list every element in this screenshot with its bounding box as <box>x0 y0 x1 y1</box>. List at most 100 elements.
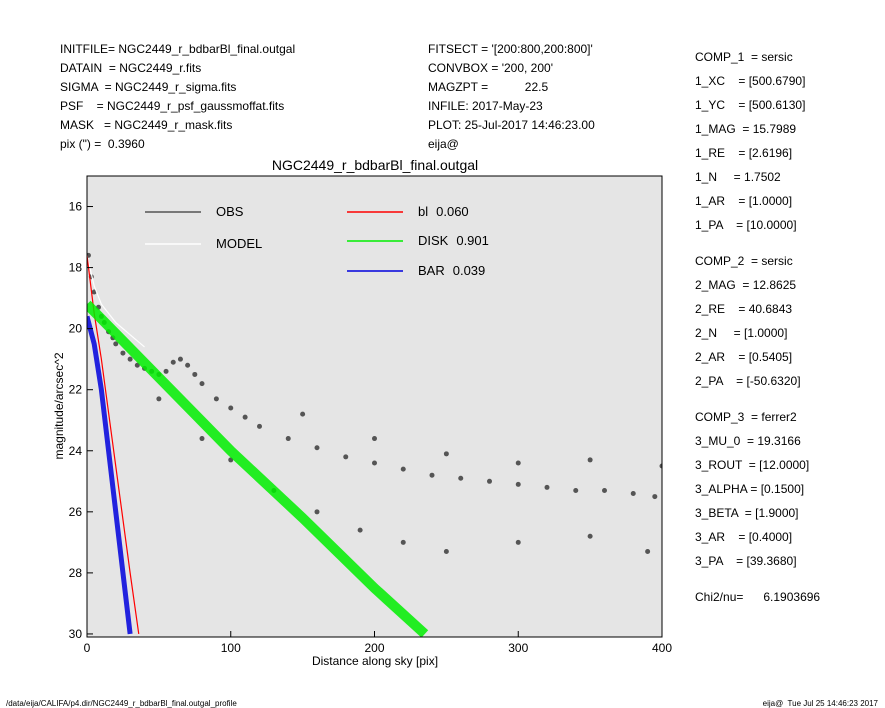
parameter-line: 3_ALPHA = [0.1500] <box>695 482 804 496</box>
obs-point <box>170 359 176 365</box>
header-line: PSF = NGC2449_r_psf_gaussmoffat.fits <box>60 99 284 113</box>
parameter-line: 1_PA = [10.0000] <box>695 218 797 232</box>
obs-point <box>602 487 607 493</box>
header-line: SIGMA = NGC2449_r_sigma.fits <box>60 80 236 94</box>
obs-point <box>400 466 406 472</box>
parameter-line: Chi2/nu= 6.1903696 <box>695 590 820 604</box>
header-line: PLOT: 25-Jul-2017 14:46:23.00 <box>428 118 595 132</box>
obs-point <box>177 356 183 362</box>
obs-point <box>544 484 550 490</box>
parameter-line: 1_RE = [2.6196] <box>695 146 792 160</box>
parameter-line: COMP_2 = sersic <box>695 254 793 268</box>
obs-point <box>587 457 593 463</box>
obs-point <box>113 341 119 347</box>
model-line <box>87 300 429 637</box>
obs-point <box>199 381 205 387</box>
obs-point <box>300 411 306 417</box>
obs-point <box>314 445 320 451</box>
y-tick-label: 28 <box>69 566 83 580</box>
header-line: DATAIN = NGC2449_r.fits <box>60 61 201 75</box>
obs-point <box>400 539 406 545</box>
obs-point <box>587 533 593 539</box>
header-line: INFILE: 2017-May-23 <box>428 99 543 113</box>
x-axis-label: Distance along sky [pix] <box>312 654 438 668</box>
obs-point <box>314 509 320 515</box>
footer-left: /data/eija/CALIFA/p4.dir/NGC2449_r_bdbar… <box>6 699 237 708</box>
legend-label: BAR 0.039 <box>418 263 485 278</box>
obs-point <box>630 491 636 497</box>
obs-point <box>429 472 435 478</box>
legend-fraction: 0.901 <box>456 233 489 248</box>
y-tick-label: 22 <box>69 383 83 397</box>
obs-point <box>487 478 492 484</box>
x-tick-label: 300 <box>508 641 528 655</box>
y-axis-label: magnitude/arcsec^2 <box>52 352 66 459</box>
legend-name: DISK <box>418 233 449 248</box>
obs-point <box>443 549 449 555</box>
obs-point <box>652 494 658 500</box>
legend-fraction: 0.060 <box>436 204 469 219</box>
obs-point <box>443 451 449 457</box>
y-tick-label: 26 <box>69 505 83 519</box>
y-tick-label: 16 <box>69 200 83 214</box>
obs-point <box>515 481 521 487</box>
obs-point <box>127 356 133 362</box>
chart-title: NGC2449_r_bdbarBl_final.outgal <box>272 157 478 173</box>
x-tick-label: 100 <box>221 641 241 655</box>
obs-point <box>372 460 377 466</box>
legend-label: OBS <box>216 204 244 219</box>
obs-point <box>213 396 219 402</box>
obs-point <box>185 362 191 368</box>
obs-point <box>515 539 521 545</box>
x-tick-label: 200 <box>364 641 384 655</box>
y-tick-label: 20 <box>69 322 83 336</box>
parameter-line: 2_AR = [0.5405] <box>695 350 792 364</box>
obs-point <box>228 405 234 411</box>
parameter-line: 1_N = 1.7502 <box>695 170 781 184</box>
legend-label: bl 0.060 <box>418 204 469 219</box>
header-line: CONVBOX = '200, 200' <box>428 61 553 75</box>
obs-point <box>87 252 91 258</box>
header-line: pix (") = 0.3960 <box>60 137 145 151</box>
model-line <box>87 255 145 348</box>
header-line: FITSECT = '[200:800,200:800]' <box>428 42 593 56</box>
plot-marks <box>87 252 662 637</box>
legend-label: MODEL <box>216 236 262 251</box>
footer-right: eija@ Tue Jul 25 14:46:23 2017 <box>763 699 879 708</box>
header-line: MASK = NGC2449_r_mask.fits <box>60 118 232 132</box>
obs-point <box>372 436 377 442</box>
parameter-line: 3_MU_0 = 19.3166 <box>695 434 801 448</box>
obs-point <box>134 362 140 368</box>
parameter-line: COMP_1 = sersic <box>695 50 793 64</box>
parameter-line: 2_N = [1.0000] <box>695 326 787 340</box>
legend-name: MODEL <box>216 236 262 251</box>
parameter-line: 2_RE = 40.6843 <box>695 302 792 316</box>
parameter-line: 2_MAG = 12.8625 <box>695 278 796 292</box>
obs-point <box>257 423 262 429</box>
header-line: INITFILE= NGC2449_r_bdbarBl_final.outgal <box>60 42 295 56</box>
obs-point <box>163 368 169 374</box>
parameter-line: 3_PA = [39.3680] <box>695 554 797 568</box>
legend-name: bl <box>418 204 428 219</box>
x-tick-label: 0 <box>84 641 91 655</box>
obs-point <box>120 350 126 356</box>
legend-label: DISK 0.901 <box>418 233 489 248</box>
legend-name: OBS <box>216 204 244 219</box>
y-tick-label: 30 <box>69 627 83 641</box>
parameter-line: 1_YC = [500.6130] <box>695 98 805 112</box>
obs-point <box>515 460 521 466</box>
obs-point <box>192 371 198 377</box>
header-line: eija@ <box>428 137 459 151</box>
obs-point <box>645 549 651 555</box>
obs-point <box>242 414 248 420</box>
obs-point <box>573 487 579 493</box>
obs-point <box>357 527 363 533</box>
obs-point <box>91 289 97 295</box>
parameter-line: 1_XC = [500.6790] <box>695 74 805 88</box>
parameter-line: 3_BETA = [1.9000] <box>695 506 799 520</box>
y-tick-label: 18 <box>69 261 83 275</box>
header-line: MAGZPT = 22.5 <box>428 80 548 94</box>
parameter-line: 2_PA = [-50.6320] <box>695 374 801 388</box>
obs-point <box>343 454 349 460</box>
